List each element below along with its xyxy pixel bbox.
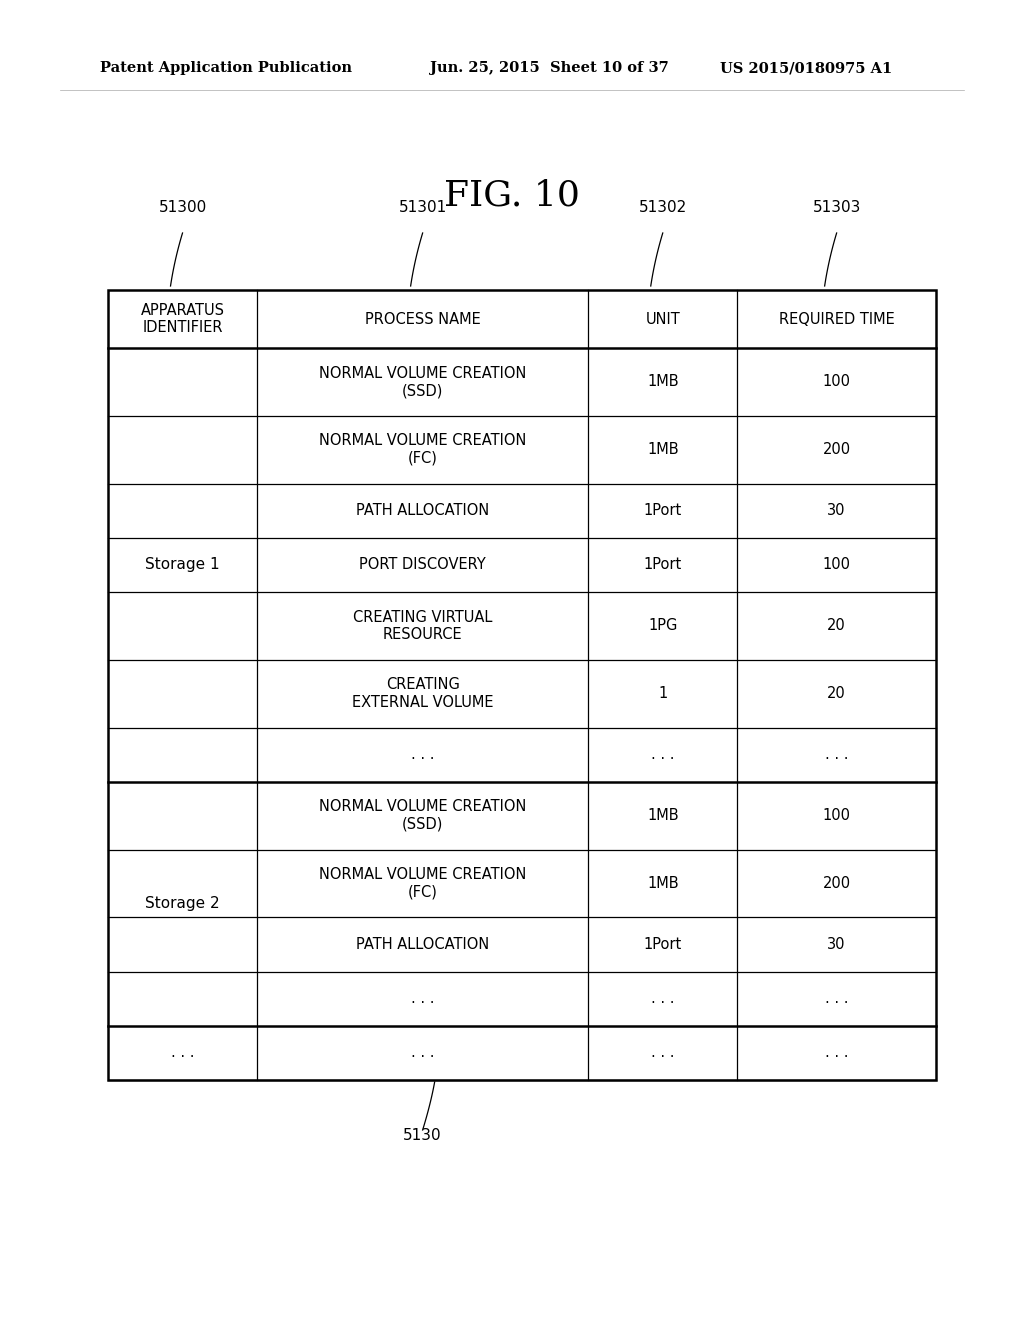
Text: . . .: . . . (825, 747, 849, 762)
Text: . . .: . . . (651, 1045, 675, 1060)
Text: 30: 30 (827, 937, 846, 952)
Text: CREATING
EXTERNAL VOLUME: CREATING EXTERNAL VOLUME (352, 677, 494, 710)
Text: FIG. 10: FIG. 10 (444, 178, 580, 213)
Text: UNIT: UNIT (645, 312, 680, 326)
Text: 1MB: 1MB (647, 375, 679, 389)
Text: 1Port: 1Port (644, 937, 682, 952)
Bar (108, 290, 936, 1080)
Text: 1MB: 1MB (647, 442, 679, 457)
Text: . . .: . . . (411, 747, 434, 762)
Text: 100: 100 (822, 375, 851, 389)
Text: . . .: . . . (825, 991, 849, 1006)
Text: NORMAL VOLUME CREATION
(SSD): NORMAL VOLUME CREATION (SSD) (318, 366, 526, 399)
Text: 20: 20 (827, 618, 846, 634)
Text: . . .: . . . (171, 1045, 195, 1060)
Text: PORT DISCOVERY: PORT DISCOVERY (359, 557, 486, 573)
Text: PROCESS NAME: PROCESS NAME (365, 312, 480, 326)
Text: . . .: . . . (411, 991, 434, 1006)
Text: Jun. 25, 2015  Sheet 10 of 37: Jun. 25, 2015 Sheet 10 of 37 (430, 61, 669, 75)
Text: 100: 100 (822, 557, 851, 573)
Text: NORMAL VOLUME CREATION
(FC): NORMAL VOLUME CREATION (FC) (318, 433, 526, 466)
Text: 200: 200 (822, 442, 851, 457)
Text: PATH ALLOCATION: PATH ALLOCATION (356, 937, 489, 952)
Text: NORMAL VOLUME CREATION
(FC): NORMAL VOLUME CREATION (FC) (318, 867, 526, 900)
Text: 30: 30 (827, 503, 846, 519)
Text: Patent Application Publication: Patent Application Publication (100, 61, 352, 75)
Text: Storage 1: Storage 1 (145, 557, 220, 573)
Text: 1Port: 1Port (644, 503, 682, 519)
Text: 51303: 51303 (812, 201, 861, 215)
Text: Storage 2: Storage 2 (145, 896, 220, 911)
Text: 5130: 5130 (403, 1129, 442, 1143)
Text: 1PG: 1PG (648, 618, 678, 634)
Text: 51302: 51302 (639, 201, 687, 215)
Text: 51300: 51300 (159, 201, 207, 215)
Text: APPARATUS
IDENTIFIER: APPARATUS IDENTIFIER (140, 302, 224, 335)
Text: . . .: . . . (651, 991, 675, 1006)
Text: 20: 20 (827, 686, 846, 701)
Text: NORMAL VOLUME CREATION
(SSD): NORMAL VOLUME CREATION (SSD) (318, 800, 526, 832)
Text: . . .: . . . (411, 1045, 434, 1060)
Text: 51301: 51301 (398, 201, 446, 215)
Text: US 2015/0180975 A1: US 2015/0180975 A1 (720, 61, 892, 75)
Text: REQUIRED TIME: REQUIRED TIME (779, 312, 895, 326)
Text: 100: 100 (822, 808, 851, 824)
Text: CREATING VIRTUAL
RESOURCE: CREATING VIRTUAL RESOURCE (353, 610, 493, 642)
Text: 1Port: 1Port (644, 557, 682, 573)
Text: . . .: . . . (825, 1045, 849, 1060)
Text: 1: 1 (658, 686, 668, 701)
Text: . . .: . . . (651, 747, 675, 762)
Text: PATH ALLOCATION: PATH ALLOCATION (356, 503, 489, 519)
Text: 1MB: 1MB (647, 808, 679, 824)
Text: 1MB: 1MB (647, 876, 679, 891)
Text: 200: 200 (822, 876, 851, 891)
